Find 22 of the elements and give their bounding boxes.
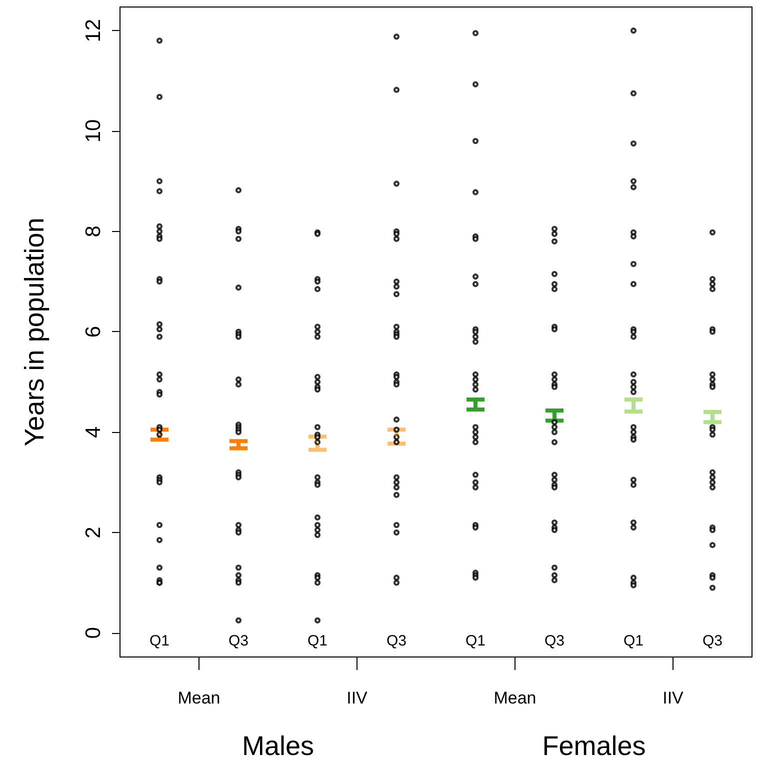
- text: IIV: [346, 688, 368, 708]
- y-tick-label: 0: [82, 627, 105, 639]
- y-tick-label: 12: [82, 18, 105, 42]
- x-tick-label: Q1: [307, 632, 328, 650]
- x-tick-label: Q1: [465, 632, 486, 650]
- x-tick-label: Q3: [702, 632, 723, 650]
- y-tick-label: 2: [82, 526, 105, 538]
- y-tick-label: 8: [82, 226, 105, 238]
- y-tick-label: 4: [82, 426, 105, 438]
- y-tick-label: 10: [82, 119, 105, 143]
- x-tick-label: Q3: [544, 632, 565, 650]
- text: Mean: [178, 688, 220, 708]
- y-axis-title: Years in population: [20, 218, 50, 446]
- x-tick-label: Q1: [623, 632, 644, 650]
- x-tick-label: Q3: [228, 632, 249, 650]
- text: Males: [242, 731, 314, 761]
- text: IIV: [662, 688, 684, 708]
- y-tick-label: 6: [82, 326, 105, 338]
- text: Mean: [494, 688, 536, 708]
- x-tick-label: Q3: [386, 632, 407, 650]
- x-tick-label: Q1: [149, 632, 170, 650]
- text: Females: [542, 731, 646, 761]
